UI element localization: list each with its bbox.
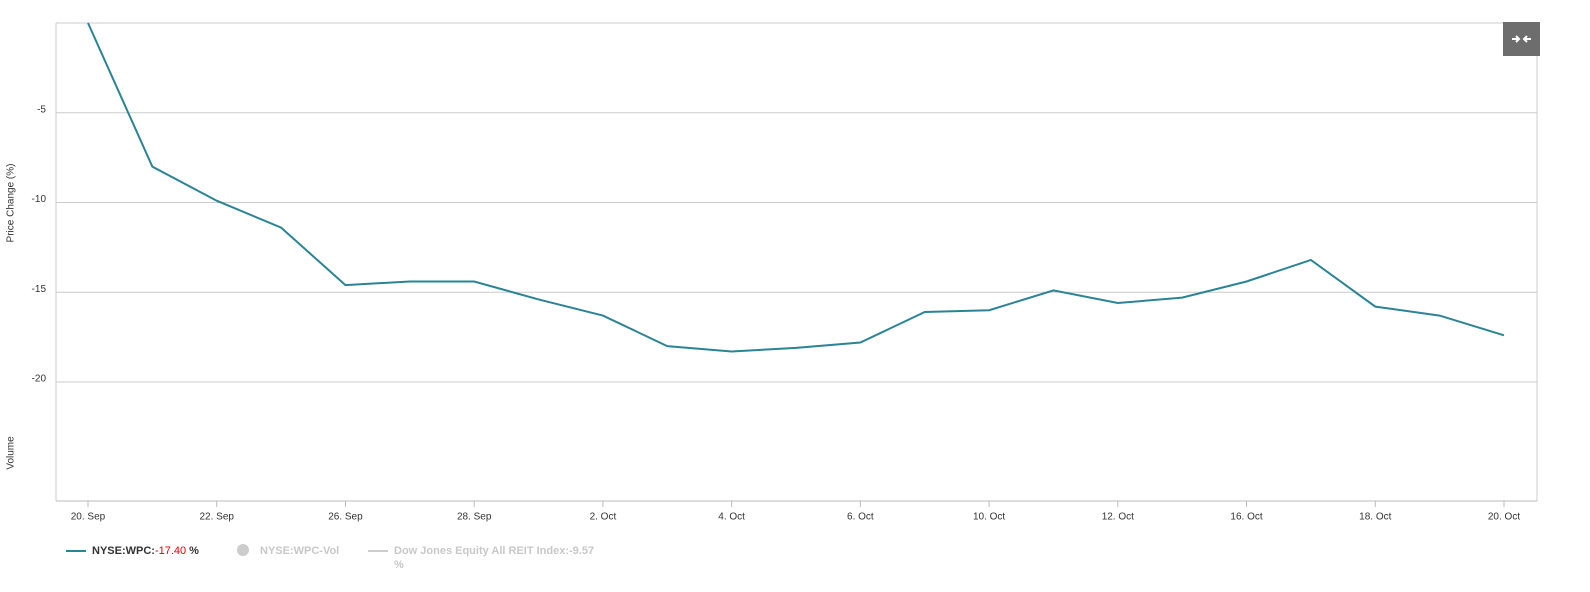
x-tick-label: 16. Oct: [1230, 512, 1262, 523]
collapse-button[interactable]: [1503, 22, 1540, 56]
y-tick-label: -5: [37, 104, 46, 115]
x-tick-label: 20. Oct: [1488, 512, 1520, 523]
legend-value: -9.57: [569, 545, 594, 557]
x-tick-label: 6. Oct: [847, 512, 874, 523]
volume-axis-label: Volume: [6, 436, 17, 470]
y-axis-label: Price Change (%): [6, 164, 17, 243]
legend-swatch: [237, 544, 249, 556]
x-tick-label: 26. Sep: [328, 512, 363, 523]
y-tick-label: -20: [32, 374, 47, 385]
legend-name: NYSE:WPC:: [92, 545, 155, 557]
x-tick-label: 20. Sep: [71, 512, 106, 523]
x-tick-label: 12. Oct: [1102, 512, 1134, 523]
legend-item[interactable]: NYSE:WPC-Vol: [237, 544, 339, 557]
price-line: [87, 22, 1505, 353]
legend-unit: %: [189, 545, 199, 557]
legend-value: -17.40: [155, 545, 186, 557]
legend-unit: %: [394, 559, 404, 571]
x-tick-label: 10. Oct: [973, 512, 1005, 523]
legend-text: NYSE:WPC:-17.40%: [92, 545, 199, 557]
y-tick-label: -10: [32, 194, 47, 205]
x-tick-label: 22. Sep: [199, 512, 234, 523]
legend-name: Dow Jones Equity All REIT Index:: [394, 545, 569, 557]
x-tick-label: 28. Sep: [457, 512, 492, 523]
legend-name: NYSE:WPC-Vol: [260, 545, 339, 557]
legend-text: Dow Jones Equity All REIT Index:-9.57%: [394, 545, 594, 571]
x-tick-label: 18. Oct: [1359, 512, 1391, 523]
x-tick-label: 4. Oct: [718, 512, 745, 523]
legend-item[interactable]: NYSE:WPC:-17.40%: [66, 545, 199, 557]
legend-text: NYSE:WPC-Vol: [260, 545, 339, 557]
y-tick-label: -15: [32, 284, 47, 295]
x-tick-label: 2. Oct: [590, 512, 617, 523]
legend-item[interactable]: Dow Jones Equity All REIT Index:-9.57%: [368, 545, 594, 571]
